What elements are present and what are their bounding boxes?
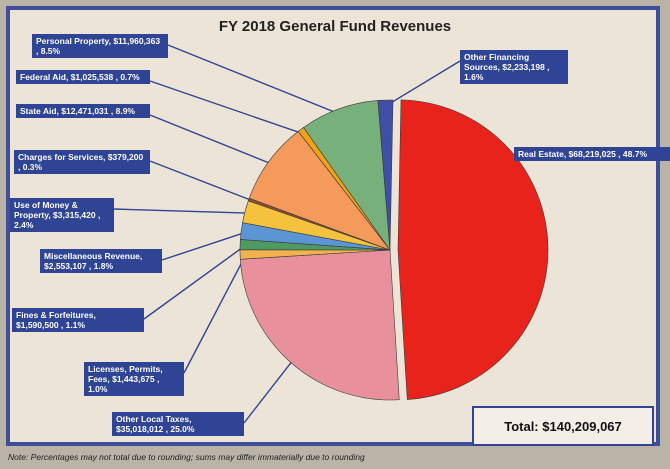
total-box: Total: $140,209,067 (472, 406, 654, 446)
leader-line-7 (149, 114, 275, 166)
leader-line-5 (113, 208, 251, 214)
leader-line-9 (167, 44, 342, 116)
leader-line-2 (183, 254, 247, 374)
slice-label-7: State Aid, $12,471,031 , 8.9% (16, 104, 150, 118)
slice-label-4: Miscellaneous Revenue, $2,553,107 , 1.8% (40, 249, 162, 273)
pie-slice-0 (397, 99, 549, 400)
pie-slice-10 (377, 99, 394, 251)
slice-label-3: Fines & Forfeitures, $1,590,500 , 1.1% (12, 308, 144, 332)
slice-label-2: Licenses, Permits, Fees, $1,443,675 , 1.… (84, 362, 184, 396)
slice-label-1: Other Local Taxes, $35,018,012 , 25.0% (112, 412, 244, 436)
slice-label-5: Use of Money & Property, $3,315,420 , 2.… (10, 198, 114, 232)
leader-line-6 (149, 160, 255, 203)
pie-slice-1 (239, 249, 400, 401)
slice-label-0: Real Estate, $68,219,025 , 48.7% (514, 147, 670, 161)
footnote: Note: Percentages may not total due to r… (8, 452, 365, 462)
pie-slices (239, 99, 549, 401)
slice-label-8: Federal Aid, $1,025,538 , 0.7% (16, 70, 150, 84)
leader-line-3 (143, 244, 247, 320)
leader-lines (113, 44, 543, 424)
leader-line-4 (161, 231, 248, 261)
slice-label-6: Charges for Services, $379,200 , 0.3% (14, 150, 150, 174)
slice-label-9: Personal Property, $11,960,363 , 8.5% (32, 34, 168, 58)
leader-line-8 (149, 80, 305, 135)
pie-slice-7 (248, 130, 391, 251)
slice-label-10: Other Financing Sources, $2,233,198 , 1.… (460, 50, 568, 84)
leader-line-10 (385, 60, 461, 107)
chart-title: FY 2018 General Fund Revenues (218, 18, 452, 35)
leader-line-1 (243, 357, 296, 424)
